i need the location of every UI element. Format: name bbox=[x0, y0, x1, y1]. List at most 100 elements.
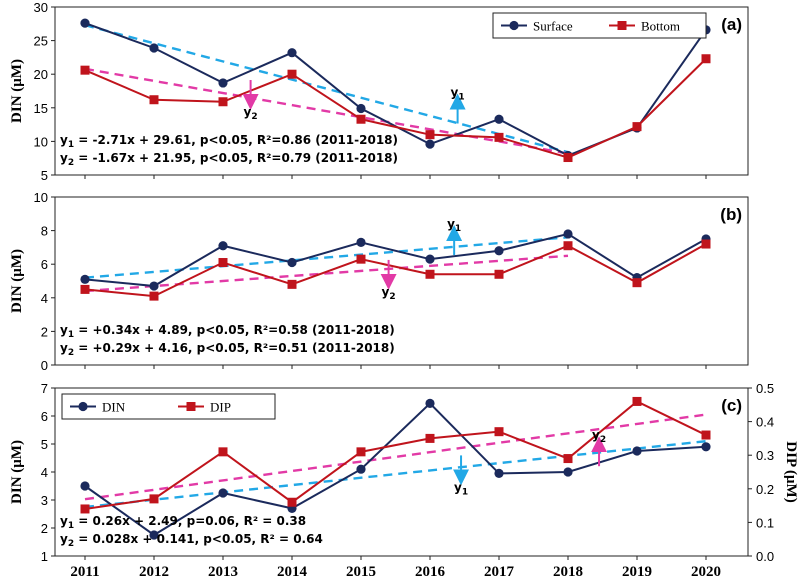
point-dip bbox=[356, 447, 366, 457]
y2-tick-label: 0.1 bbox=[756, 515, 774, 530]
point-surface bbox=[149, 281, 159, 291]
point-surface bbox=[425, 139, 435, 149]
series-line-din bbox=[84, 401, 707, 537]
panel-label: (b) bbox=[720, 205, 742, 224]
annotation-label-y2: y2 bbox=[244, 105, 258, 122]
y-tick-label: 2 bbox=[41, 324, 48, 339]
y-tick-label: 3 bbox=[41, 493, 48, 508]
point-surface bbox=[80, 18, 90, 28]
point-bottom bbox=[425, 269, 435, 279]
point-bottom bbox=[218, 258, 228, 268]
y-tick-label: 1 bbox=[41, 549, 48, 564]
point-bottom bbox=[425, 130, 435, 140]
point-surface bbox=[494, 114, 504, 124]
point-bottom bbox=[218, 97, 228, 107]
annotation-label-y1: y1 bbox=[454, 480, 468, 497]
trendline-y2 bbox=[84, 413, 707, 501]
panel-b: 0 2 4 6 8 10 DIN (μM) y1 y2 y1 = +0.34x + 4.89, p… bbox=[9, 190, 749, 373]
x-tick-label: 2012 bbox=[139, 564, 169, 580]
point-din bbox=[563, 467, 573, 477]
point-bottom bbox=[149, 95, 159, 105]
point-surface bbox=[425, 254, 435, 264]
equation-2: y2 = +0.29x + 4.16, p<0.05, R²=0.51 (201… bbox=[60, 341, 395, 358]
trendline-y2 bbox=[84, 254, 569, 293]
point-bottom bbox=[701, 54, 711, 64]
point-bottom bbox=[356, 254, 366, 264]
legend-label-dip: DIP bbox=[210, 400, 231, 415]
equation-2: y2 = -1.67x + 21.95, p<0.05, R²=0.79 (20… bbox=[60, 151, 398, 168]
y-axis-label: DIN (μM) bbox=[9, 249, 25, 313]
equation-1: y1 = -2.71x + 29.61, p<0.05, R²=0.86 (20… bbox=[60, 133, 398, 150]
point-surface bbox=[149, 43, 159, 53]
point-bottom bbox=[701, 239, 711, 249]
legend-label-surface: Surface bbox=[533, 19, 573, 34]
point-bottom bbox=[494, 132, 504, 142]
point-surface bbox=[218, 78, 228, 88]
y-axis-label: DIN (μM) bbox=[9, 440, 25, 504]
point-surface bbox=[80, 274, 90, 284]
x-tick-label: 2011 bbox=[70, 564, 99, 580]
plot-frame bbox=[54, 196, 749, 366]
equation-2: y2 = 0.028x + 0.141, p<0.05, R² = 0.64 bbox=[60, 532, 323, 549]
x-tick-label: 2020 bbox=[691, 564, 721, 580]
series-line-dip bbox=[84, 400, 707, 510]
x-tick-label: 2016 bbox=[415, 564, 446, 580]
plot-frame bbox=[54, 6, 749, 176]
point-bottom bbox=[356, 114, 366, 124]
x-tick-label: 2014 bbox=[277, 564, 308, 580]
point-bottom bbox=[149, 291, 159, 301]
equation-1: y1 = 0.26x + 2.49, p=0.06, R² = 0.38 bbox=[60, 514, 306, 531]
y-tick-label: 7 bbox=[41, 381, 48, 396]
point-dip bbox=[425, 433, 435, 443]
y-tick-label: 8 bbox=[41, 224, 48, 239]
y-tick-label: 15 bbox=[34, 101, 48, 116]
point-bottom bbox=[287, 279, 297, 289]
point-bottom bbox=[494, 269, 504, 279]
y-tick-label: 6 bbox=[41, 409, 48, 424]
point-din bbox=[218, 488, 228, 498]
y2-tick-label: 0.5 bbox=[756, 381, 774, 396]
point-surface bbox=[356, 237, 366, 247]
y-tick-label: 10 bbox=[34, 134, 48, 149]
panel-label: (a) bbox=[721, 15, 742, 34]
series-line-surface bbox=[84, 232, 707, 288]
point-din bbox=[494, 468, 504, 478]
y-tick-label: 0 bbox=[41, 358, 48, 373]
y-tick-label: 20 bbox=[34, 67, 48, 82]
y-tick-label: 4 bbox=[41, 465, 48, 480]
panel-a: 5 10 15 20 25 30 DIN (μM) y1 y2 y1 = -2.71x + 29.… bbox=[9, 0, 749, 183]
x-tick-label: 2018 bbox=[553, 564, 583, 580]
point-dip bbox=[632, 396, 642, 406]
point-surface bbox=[494, 246, 504, 256]
y-tick-label: 30 bbox=[34, 0, 48, 15]
y2-tick-label: 0.0 bbox=[756, 549, 774, 564]
y2-tick-label: 0.3 bbox=[756, 448, 774, 463]
point-surface bbox=[218, 241, 228, 251]
point-bottom bbox=[80, 284, 90, 294]
trendline-y1 bbox=[84, 440, 707, 509]
annotation-label-y2: y2 bbox=[382, 285, 396, 302]
y-tick-label: 6 bbox=[41, 257, 48, 272]
y2-axis-label: DIP (μM) bbox=[783, 441, 799, 502]
trendline-y1 bbox=[84, 236, 569, 279]
legend-label-din: DIN bbox=[102, 400, 126, 415]
legend-label-bottom: Bottom bbox=[641, 19, 680, 34]
y2-tick-label: 0.2 bbox=[756, 482, 774, 497]
panel-label: (c) bbox=[721, 396, 742, 415]
legend-box bbox=[492, 12, 707, 39]
legend-swatch-marker bbox=[509, 20, 519, 31]
point-din bbox=[425, 398, 435, 408]
annotation-label-y2: y2 bbox=[592, 428, 606, 445]
point-surface bbox=[287, 257, 297, 268]
x-tick-label: 2015 bbox=[346, 564, 376, 580]
annotation-label-y1: y1 bbox=[451, 86, 465, 103]
series-line-bottom bbox=[84, 243, 707, 298]
series-line-bottom bbox=[84, 58, 707, 159]
point-surface bbox=[287, 48, 297, 58]
point-din bbox=[632, 446, 642, 456]
legend-box bbox=[61, 393, 276, 420]
x-tick-label: 2019 bbox=[622, 564, 652, 580]
point-bottom bbox=[80, 65, 90, 75]
point-dip bbox=[563, 454, 573, 464]
y2-tick-label: 0.4 bbox=[756, 415, 774, 430]
